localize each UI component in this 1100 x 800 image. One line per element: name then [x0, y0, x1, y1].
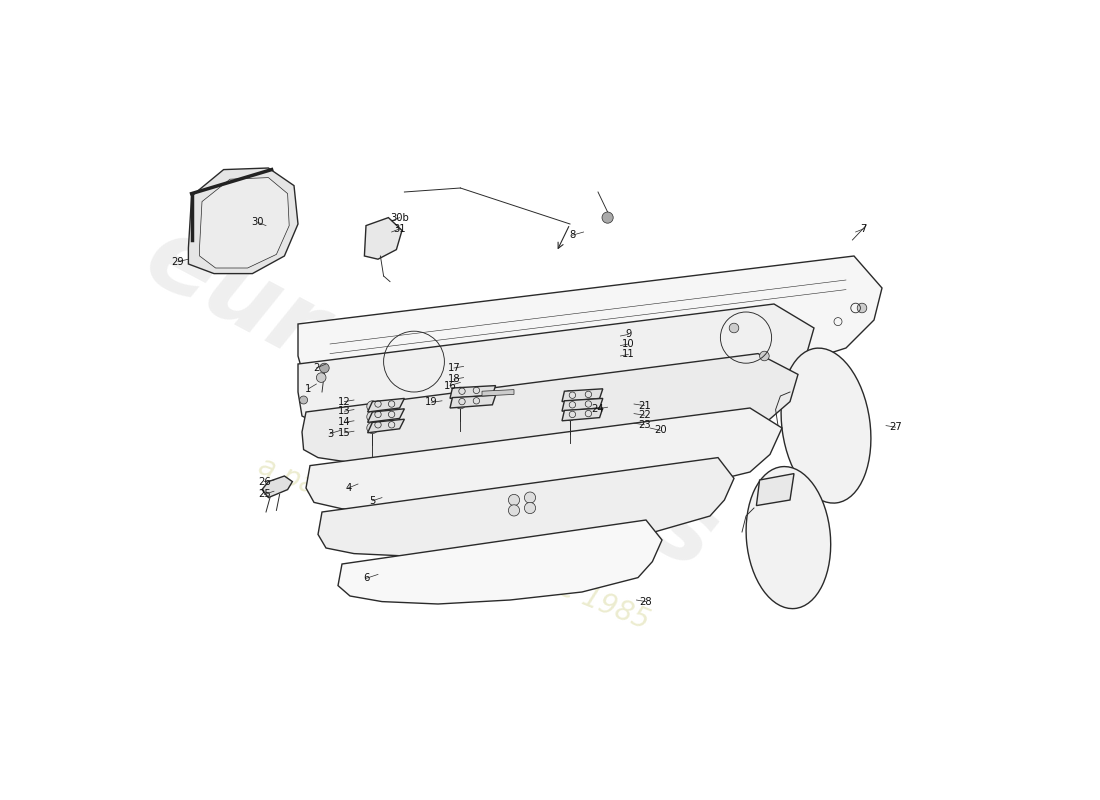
Polygon shape: [199, 178, 289, 268]
Circle shape: [317, 373, 326, 382]
Polygon shape: [367, 419, 405, 433]
Text: 26: 26: [258, 477, 271, 486]
Text: 21: 21: [638, 401, 651, 410]
Text: 14: 14: [338, 418, 351, 427]
Polygon shape: [757, 474, 794, 506]
Text: 20: 20: [654, 426, 667, 435]
Text: 16: 16: [443, 381, 456, 390]
Text: 5: 5: [370, 496, 375, 506]
Text: 18: 18: [448, 374, 460, 384]
Circle shape: [508, 505, 519, 516]
Polygon shape: [367, 398, 405, 412]
Polygon shape: [482, 390, 514, 396]
Polygon shape: [306, 408, 782, 514]
Text: 3: 3: [327, 429, 333, 438]
Circle shape: [602, 212, 613, 223]
Text: 30b: 30b: [390, 213, 409, 222]
Polygon shape: [367, 409, 405, 422]
Text: 13: 13: [338, 406, 351, 416]
Circle shape: [366, 411, 378, 422]
Circle shape: [857, 303, 867, 313]
Text: 1: 1: [305, 384, 311, 394]
Ellipse shape: [746, 466, 830, 609]
Circle shape: [508, 494, 519, 506]
Text: eurospares: eurospares: [128, 209, 733, 591]
Text: 12: 12: [338, 397, 351, 406]
Text: 2: 2: [314, 363, 320, 373]
Circle shape: [564, 410, 575, 421]
Circle shape: [729, 323, 739, 333]
Circle shape: [366, 422, 378, 434]
Polygon shape: [302, 354, 798, 468]
Ellipse shape: [781, 348, 871, 503]
Polygon shape: [562, 398, 603, 411]
Circle shape: [454, 387, 466, 398]
Text: 8: 8: [570, 230, 575, 240]
Polygon shape: [298, 256, 882, 408]
Circle shape: [320, 363, 329, 373]
Polygon shape: [298, 304, 814, 430]
Text: 15: 15: [338, 428, 351, 438]
Polygon shape: [562, 408, 603, 421]
Polygon shape: [562, 389, 603, 402]
Circle shape: [564, 400, 575, 411]
Text: 27: 27: [889, 422, 902, 432]
Polygon shape: [318, 458, 734, 556]
Circle shape: [564, 390, 575, 402]
Circle shape: [454, 398, 466, 409]
Text: 23: 23: [638, 420, 651, 430]
Text: 25: 25: [258, 490, 271, 499]
Circle shape: [760, 351, 769, 361]
Text: 11: 11: [621, 350, 635, 359]
Text: 9: 9: [625, 330, 631, 339]
Polygon shape: [188, 168, 298, 274]
Text: a passion for parts since 1985: a passion for parts since 1985: [254, 453, 653, 635]
Text: 7: 7: [860, 224, 867, 234]
Circle shape: [366, 401, 378, 412]
Text: 31: 31: [394, 224, 406, 234]
Text: 30: 30: [252, 218, 264, 227]
Polygon shape: [338, 520, 662, 604]
Text: 4: 4: [345, 483, 352, 493]
Text: 6: 6: [363, 574, 370, 583]
Text: 19: 19: [426, 398, 438, 407]
Circle shape: [525, 502, 536, 514]
Polygon shape: [262, 476, 293, 498]
Text: 10: 10: [623, 339, 635, 349]
Text: 28: 28: [640, 597, 652, 606]
Text: 29: 29: [172, 257, 185, 266]
Circle shape: [525, 492, 536, 503]
Circle shape: [299, 396, 308, 404]
Polygon shape: [450, 386, 496, 398]
Polygon shape: [364, 218, 402, 259]
Text: 17: 17: [448, 363, 461, 373]
Text: 24: 24: [592, 404, 604, 414]
Text: 22: 22: [638, 410, 651, 420]
Polygon shape: [450, 395, 496, 408]
